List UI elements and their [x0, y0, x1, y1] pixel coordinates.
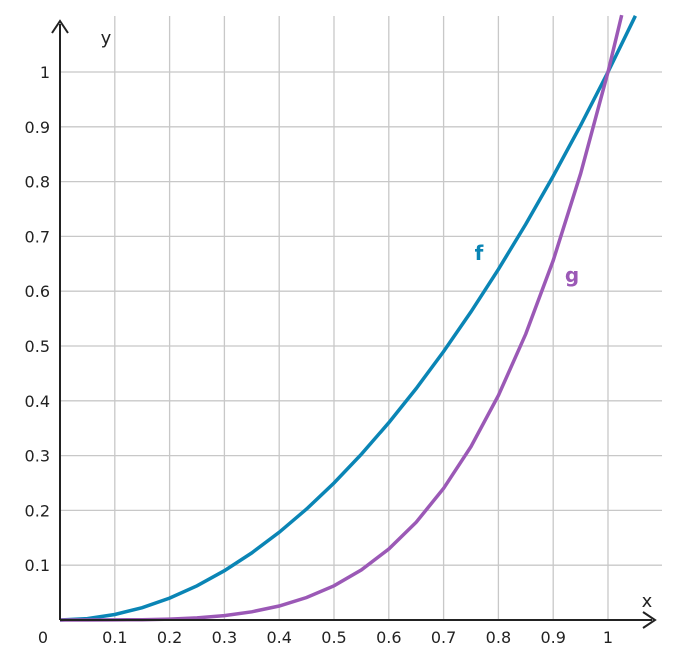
- y-tick-label: 0.9: [25, 118, 50, 137]
- y-tick-label: 0.8: [25, 173, 50, 192]
- y-tick-label: 0.1: [25, 556, 50, 575]
- y-tick-label: 0.6: [25, 282, 50, 301]
- series-line-f: [59, 15, 637, 622]
- y-tick-label: 0.4: [25, 392, 50, 411]
- x-tick-label: 0.5: [321, 628, 346, 647]
- y-tick-label: 0.7: [25, 227, 50, 246]
- y-axis-arrowhead: [51, 19, 69, 34]
- x-axis-label: x: [642, 591, 653, 612]
- curves: [59, 14, 637, 622]
- x-tick-label: 0.4: [266, 628, 291, 647]
- x-axis-arrowhead: [642, 611, 657, 629]
- origin-label: 0: [38, 628, 48, 647]
- x-tick-label: 0.2: [157, 628, 182, 647]
- series-label-g: g: [565, 263, 579, 287]
- x-tick-label: 0.6: [376, 628, 401, 647]
- y-axis-label: y: [101, 28, 112, 49]
- y-tick-label: 0.3: [25, 447, 50, 466]
- x-tick-label: 0.7: [431, 628, 456, 647]
- y-tick-label: 0.2: [25, 501, 50, 520]
- series-line-g: [60, 14, 624, 622]
- x-tick-label: 1: [603, 628, 613, 647]
- x-tick-label: 0.9: [540, 628, 565, 647]
- x-tick-label: 0.3: [212, 628, 237, 647]
- tick-labels: 0.1 0.2 0.3 0.4 0.5 0.6 0.7 0.8 0.9 1 0.1 0.2 0.3 0.4…: [25, 63, 614, 647]
- y-tick-label: 0.5: [25, 337, 50, 356]
- x-tick-label: 0.8: [486, 628, 511, 647]
- grid: [60, 16, 662, 620]
- series-label-f: f: [475, 241, 484, 265]
- axes: [51, 19, 657, 629]
- x-tick-label: 0.1: [102, 628, 127, 647]
- y-tick-label: 1: [40, 63, 50, 82]
